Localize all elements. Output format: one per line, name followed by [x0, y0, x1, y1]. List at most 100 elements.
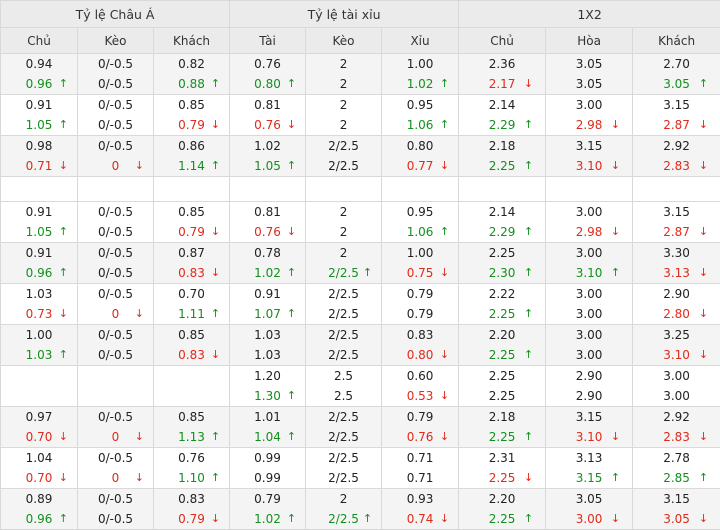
arrow-down-icon: ↓	[611, 509, 620, 529]
opening-odds: 2.92	[633, 407, 720, 427]
live-odds: 0/-0.5	[78, 222, 153, 242]
odds-value: 3.00	[576, 307, 603, 321]
opening-odds: 2.20	[459, 325, 545, 345]
odds-value: 3.15	[576, 139, 603, 153]
opening-odds: 0.71	[382, 448, 458, 468]
odds-value: 1.00	[26, 328, 53, 342]
opening-odds: 0.95	[382, 95, 458, 115]
opening-odds: 0.91	[1, 202, 77, 222]
odds-value: 2.20	[489, 492, 516, 506]
odds-value: 0/-0.5	[98, 118, 133, 132]
opening-odds: 0/-0.5	[78, 136, 153, 156]
opening-odds: 3.15	[633, 95, 720, 115]
odds-value: 3.00	[576, 98, 603, 112]
odds-value: 2.98	[576, 225, 603, 239]
opening-odds: 3.00	[546, 202, 632, 222]
live-odds: 2.29↑	[459, 115, 545, 135]
opening-odds: 0/-0.5	[78, 95, 153, 115]
opening-odds: 3.05	[546, 489, 632, 509]
arrow-down-icon: ↓	[440, 156, 449, 176]
arrow-down-icon: ↓	[699, 427, 708, 447]
col-header-home: Chủ	[1, 28, 78, 54]
odds-value: 2	[340, 98, 348, 112]
opening-odds: 2.14	[459, 95, 545, 115]
live-odds: 0↓	[78, 304, 153, 324]
odds-value: 1.00	[407, 57, 434, 71]
odds-value: 0/-0.5	[98, 287, 133, 301]
odds-value: 0.71	[407, 451, 434, 465]
opening-odds: 3.05	[546, 54, 632, 74]
live-odds: 0.70↓	[1, 468, 77, 488]
arrow-down-icon: ↓	[211, 345, 220, 365]
odds-value: 0.79	[178, 225, 205, 239]
opening-odds: 0.80	[382, 136, 458, 156]
odds-value: 2.18	[489, 410, 516, 424]
odds-value: 0.99	[254, 451, 281, 465]
opening-odds: 0.85	[154, 202, 229, 222]
live-odds: 1.10↑	[154, 468, 229, 488]
opening-odds: 0/-0.5	[78, 243, 153, 263]
arrow-down-icon: ↓	[59, 468, 68, 488]
arrow-down-icon: ↓	[287, 115, 296, 135]
opening-odds: 0/-0.5	[78, 54, 153, 74]
arrow-up-icon: ↑	[440, 115, 449, 135]
opening-odds: 2.18	[459, 136, 545, 156]
opening-odds: 0.79	[382, 284, 458, 304]
opening-odds: 2.90	[546, 366, 632, 386]
live-odds: 2.30↑	[459, 263, 545, 283]
odds-value: 2.98	[576, 118, 603, 132]
live-odds: 0.83↓	[154, 263, 229, 283]
odds-value: 2.25	[489, 246, 516, 260]
odds-value: 2.22	[489, 287, 516, 301]
odds-value: 0.83	[178, 492, 205, 506]
live-odds: 2.29↑	[459, 222, 545, 242]
odds-value: 1.13	[178, 430, 205, 444]
odds-value: 1.02	[254, 139, 281, 153]
odds-value: 0/-0.5	[98, 328, 133, 342]
odds-value: 2.29	[489, 225, 516, 239]
odds-value: 3.10	[576, 430, 603, 444]
live-odds: 0.77↓	[382, 156, 458, 176]
live-odds: 2/2.5	[306, 468, 381, 488]
odds-value: 1.02	[254, 512, 281, 526]
opening-odds: 2.22	[459, 284, 545, 304]
arrow-up-icon: ↑	[59, 74, 68, 94]
opening-odds: 3.25	[633, 325, 720, 345]
opening-odds: 0/-0.5	[78, 284, 153, 304]
live-odds: 1.03↑	[1, 345, 77, 365]
odds-value: 2.14	[489, 205, 516, 219]
live-odds: 2.5	[306, 386, 381, 406]
live-odds: 3.00	[546, 304, 632, 324]
arrow-down-icon: ↓	[699, 222, 708, 242]
arrow-down-icon: ↓	[135, 468, 144, 488]
odds-value: 3.05	[576, 492, 603, 506]
live-odds: 2.98↓	[546, 222, 632, 242]
odds-value: 3.15	[663, 98, 690, 112]
live-odds: 2.87↓	[633, 115, 720, 135]
odds-value: 0.76	[254, 118, 281, 132]
opening-odds: 0.91	[1, 95, 77, 115]
odds-value: 0.76	[254, 225, 281, 239]
odds-value: 0	[112, 471, 120, 485]
